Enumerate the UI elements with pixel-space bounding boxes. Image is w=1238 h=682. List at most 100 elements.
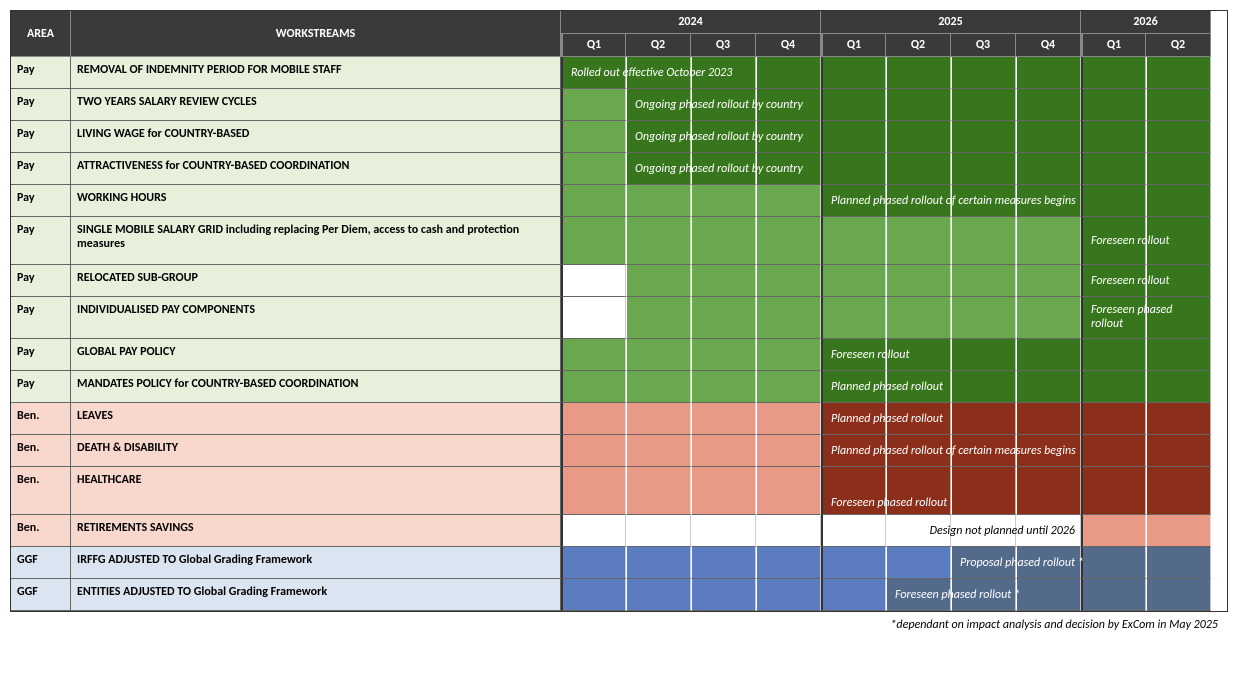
gantt-bar-label: Planned phased rollout <box>823 371 1213 402</box>
workstream-cell: TWO YEARS SALARY REVIEW CYCLES <box>71 89 561 121</box>
gantt-cell <box>951 265 1016 297</box>
gantt-cell <box>756 579 821 611</box>
gantt-cell: Foreseen phased rollout * <box>886 579 951 611</box>
gantt-cell <box>886 265 951 297</box>
area-cell: GGF <box>11 547 71 579</box>
header-workstreams: WORKSTREAMS <box>71 11 561 57</box>
area-cell: Pay <box>11 89 71 121</box>
area-cell: Pay <box>11 217 71 265</box>
gantt-cell <box>561 339 626 371</box>
gantt-cell <box>561 297 626 339</box>
gantt-cell <box>1081 515 1146 547</box>
workstream-cell: DEATH & DISABILITY <box>71 435 561 467</box>
header-quarter: Q1 <box>1081 34 1146 57</box>
gantt-cell <box>626 579 691 611</box>
area-cell: Ben. <box>11 435 71 467</box>
gantt-cell <box>626 265 691 297</box>
gantt-cell <box>756 185 821 217</box>
gantt-cell <box>691 547 756 579</box>
gantt-cell <box>561 121 626 153</box>
gantt-bar-label: Design not planned until 2026 <box>563 515 1083 546</box>
gantt-cell <box>951 217 1016 265</box>
gantt-cell <box>756 371 821 403</box>
header-quarter: Q1 <box>561 34 626 57</box>
gantt-cell <box>1016 297 1081 339</box>
gantt-cell <box>691 339 756 371</box>
area-cell: Ben. <box>11 467 71 515</box>
gantt-cell <box>561 153 626 185</box>
gantt-cell: Foreseen rollout <box>1081 265 1146 297</box>
gantt-cell <box>691 185 756 217</box>
workstream-cell: MANDATES POLICY for COUNTRY-BASED COORDI… <box>71 371 561 403</box>
gantt-cell <box>821 547 886 579</box>
gantt-cell <box>626 371 691 403</box>
gantt-cell <box>691 403 756 435</box>
header-quarter: Q3 <box>691 34 756 57</box>
gantt-bar-label: Planned phased rollout of certain measur… <box>823 185 1213 216</box>
gantt-bar-label: Foreseen phased rollout * <box>887 579 1212 610</box>
area-cell: Pay <box>11 371 71 403</box>
gantt-cell <box>756 339 821 371</box>
gantt-bar-label: Ongoing phased rollout by country <box>627 153 1212 184</box>
area-cell: Pay <box>11 121 71 153</box>
gantt-cell: Foreseen phased rollout <box>821 467 886 515</box>
gantt-bar-label: Foreseen phased rollout <box>1083 297 1213 338</box>
gantt-cell <box>691 371 756 403</box>
area-cell: Pay <box>11 297 71 339</box>
gantt-cell: Rolled out effective October 2023 <box>561 57 626 89</box>
gantt-cell <box>626 547 691 579</box>
workstream-cell: LEAVES <box>71 403 561 435</box>
header-quarter: Q4 <box>1016 34 1081 57</box>
header-year: 2024 <box>561 11 821 34</box>
gantt-cell <box>561 435 626 467</box>
gantt-cell <box>756 547 821 579</box>
header-quarter: Q1 <box>821 34 886 57</box>
gantt-cell <box>951 297 1016 339</box>
gantt-cell <box>561 403 626 435</box>
gantt-cell <box>691 217 756 265</box>
gantt-cell <box>821 579 886 611</box>
gantt-cell: Planned phased rollout of certain measur… <box>821 435 886 467</box>
gantt-cell <box>691 579 756 611</box>
gantt-cell <box>626 297 691 339</box>
workstream-cell: RELOCATED SUB-GROUP <box>71 265 561 297</box>
gantt-cell <box>691 467 756 515</box>
gantt-cell <box>626 467 691 515</box>
area-cell: Pay <box>11 265 71 297</box>
gantt-cell <box>561 185 626 217</box>
gantt-cell <box>1146 515 1211 547</box>
workstream-cell: HEALTHCARE <box>71 467 561 515</box>
area-cell: Pay <box>11 57 71 89</box>
gantt-bar-label: Planned phased rollout <box>823 403 1213 434</box>
gantt-cell: Planned phased rollout <box>821 371 886 403</box>
gantt-cell <box>886 297 951 339</box>
header-year: 2026 <box>1081 11 1211 34</box>
gantt-cell <box>886 217 951 265</box>
gantt-cell <box>1016 217 1081 265</box>
gantt-cell <box>561 89 626 121</box>
gantt-cell <box>626 403 691 435</box>
gantt-cell: Ongoing phased rollout by country <box>626 153 691 185</box>
gantt-cell <box>821 297 886 339</box>
gantt-cell <box>626 435 691 467</box>
gantt-cell: Planned phased rollout <box>821 403 886 435</box>
roadmap-gantt: AREAWORKSTREAMS202420252026Q1Q2Q3Q4Q1Q2Q… <box>10 10 1228 612</box>
gantt-cell <box>561 547 626 579</box>
workstream-cell: IRFFG ADJUSTED TO Global Grading Framewo… <box>71 547 561 579</box>
gantt-cell <box>561 217 626 265</box>
gantt-cell <box>561 371 626 403</box>
area-cell: GGF <box>11 579 71 611</box>
gantt-bar-label: Foreseen rollout <box>1083 217 1213 264</box>
workstream-cell: WORKING HOURS <box>71 185 561 217</box>
area-cell: Pay <box>11 153 71 185</box>
gantt-cell <box>756 435 821 467</box>
gantt-cell <box>561 579 626 611</box>
workstream-cell: ATTRACTIVENESS for COUNTRY-BASED COORDIN… <box>71 153 561 185</box>
header-quarter: Q2 <box>1146 34 1211 57</box>
header-quarter: Q2 <box>886 34 951 57</box>
gantt-cell: Design not planned until 2026 <box>561 515 626 547</box>
gantt-cell <box>626 217 691 265</box>
gantt-cell: Planned phased rollout of certain measur… <box>821 185 886 217</box>
gantt-cell <box>691 265 756 297</box>
gantt-cell <box>1016 265 1081 297</box>
